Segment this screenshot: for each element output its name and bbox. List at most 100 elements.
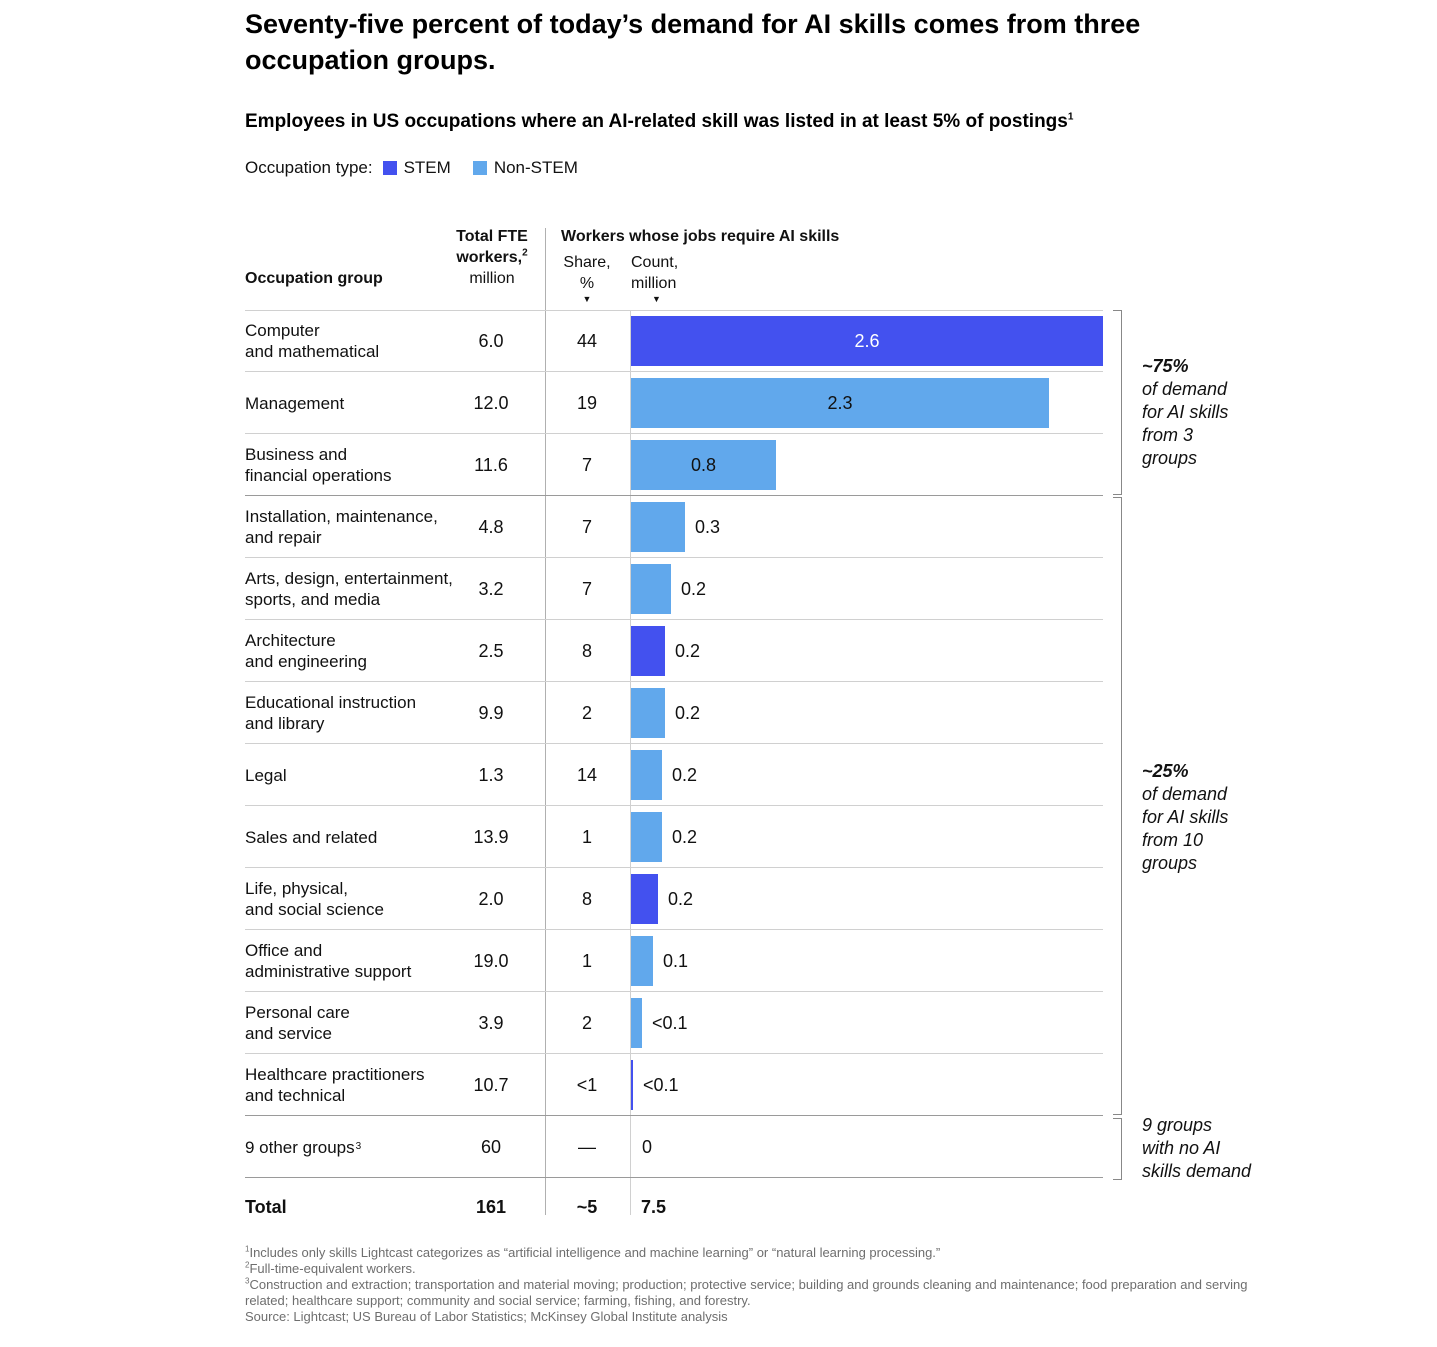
row-label-text: Personal care and service xyxy=(245,1003,350,1043)
row-divider xyxy=(245,619,1103,620)
bar xyxy=(631,750,662,800)
header-count-unit: million xyxy=(631,275,677,292)
row-divider xyxy=(245,805,1103,806)
header-fte-unit: million xyxy=(469,270,515,287)
footnote-source: Source: Lightcast; US Bureau of Labor St… xyxy=(245,1309,728,1324)
row-label: Sales and related xyxy=(245,806,470,868)
row-divider xyxy=(245,867,1103,868)
legend-swatch-non-stem xyxy=(472,161,487,175)
row-label-text: Healthcare practitioners and technical xyxy=(245,1065,425,1105)
bar-value-label: 0.2 xyxy=(672,764,698,785)
annotation-middle-text: of demand for AI skills from 10 groups xyxy=(1142,784,1229,873)
row-share: — xyxy=(578,1136,596,1157)
table-row: Office and administrative support 19.0 1 0.… xyxy=(245,930,1105,992)
header-occupation-group: Occupation group xyxy=(245,270,383,287)
header-workers: Workers whose jobs require AI skills xyxy=(561,228,840,245)
row-divider xyxy=(245,929,1103,930)
bar xyxy=(631,812,662,862)
row-share: 14 xyxy=(576,764,598,785)
header-fte-line2: workers,2 xyxy=(436,247,548,268)
row-label-text: Management xyxy=(245,393,345,413)
header-count-label: Count, xyxy=(631,254,679,271)
row-label-text: Office and administrative support xyxy=(245,941,412,981)
bar xyxy=(631,440,776,490)
row-share: 7 xyxy=(581,578,592,599)
footnote-1-mark: 1 xyxy=(245,1244,250,1254)
row-label: Healthcare practitioners and technical xyxy=(245,1054,470,1116)
table-row: Architecture and engineering 2.5 8 0.2 xyxy=(245,620,1105,682)
annotation-middle: ~25% of demand for AI skills from 10 gro… xyxy=(1142,760,1228,875)
row-share: 19 xyxy=(576,392,598,413)
row-fte: 10.7 xyxy=(473,1074,509,1095)
bar xyxy=(631,874,658,924)
row-label: Personal care and service xyxy=(245,992,470,1054)
row-label: Office and administrative support xyxy=(245,930,470,992)
bar xyxy=(631,936,653,986)
row-divider xyxy=(245,495,1103,496)
row-label: 9 other groups 3 xyxy=(245,1137,362,1157)
footnote-1: 1Includes only skills Lightcast categori… xyxy=(245,1245,1285,1261)
bar-value-label: 0.3 xyxy=(695,516,721,537)
share-arrow-icon: ▼ xyxy=(582,294,592,304)
row-fte: 2.0 xyxy=(478,888,504,909)
footnote-3-text: Construction and extraction; transportat… xyxy=(245,1277,1248,1308)
row-share: 8 xyxy=(581,888,592,909)
row-label: Installation, maintenance, and repair xyxy=(245,496,470,558)
row-divider xyxy=(245,1115,1103,1116)
row-divider xyxy=(245,310,1103,311)
bar xyxy=(631,998,642,1048)
annotation-bottom-text: 9 groups with no AI skills demand xyxy=(1142,1115,1252,1181)
footnote-1-text: Includes only skills Lightcast categoriz… xyxy=(249,1245,941,1260)
bar xyxy=(631,626,665,676)
row-share: 7 xyxy=(581,454,592,475)
legend-label: Occupation type: xyxy=(245,158,373,177)
row-label-text: Business and financial operations xyxy=(245,445,392,485)
row-label: Legal xyxy=(245,744,470,806)
table-row: Management 12.0 19 2.3 xyxy=(245,372,1105,434)
footnote-2-text: Full-time-equivalent workers. xyxy=(249,1261,416,1276)
footnote-3-mark: 3 xyxy=(245,1276,250,1286)
table-row: Personal care and service 3.9 2 <0.1 xyxy=(245,992,1105,1054)
bar xyxy=(631,564,671,614)
total-label: Total xyxy=(245,1197,287,1217)
row-label-text: Architecture and engineering xyxy=(245,631,367,671)
row-label: Computer and mathematical xyxy=(245,310,470,372)
row-divider xyxy=(245,1053,1103,1054)
bar-value-label: 0.2 xyxy=(672,826,698,847)
bar-value-label: 0.2 xyxy=(668,888,694,909)
annotation-top-pct: ~75% xyxy=(1142,356,1189,376)
row-share: 8 xyxy=(581,640,592,661)
count-arrow-icon: ▼ xyxy=(652,294,661,304)
row-label-text: 9 other groups xyxy=(245,1137,355,1157)
row-fte: 3.2 xyxy=(478,578,504,599)
row-fte: 13.9 xyxy=(473,826,509,847)
table-row: Arts, design, entertainment, sports, and… xyxy=(245,558,1105,620)
row-share: 1 xyxy=(581,826,592,847)
legend-item-stem: STEM xyxy=(403,158,451,177)
row-share: <1 xyxy=(576,1074,598,1095)
bar-value-label: <0.1 xyxy=(643,1074,679,1095)
bar-value-label: <0.1 xyxy=(652,1012,688,1033)
header-fte-line1: Total FTE xyxy=(456,228,528,245)
subtitle-footnote-mark: 1 xyxy=(1067,111,1074,123)
footnote-2: 2Full-time-equivalent workers. xyxy=(245,1261,1285,1277)
table-row: Sales and related 13.9 1 0.2 xyxy=(245,806,1105,868)
row-label-text: Legal xyxy=(245,765,287,785)
row-share: 7 xyxy=(581,516,592,537)
bar-value-label: 0.8 xyxy=(690,454,717,475)
row-fte: 12.0 xyxy=(473,392,509,413)
row-fte: 2.5 xyxy=(478,640,504,661)
bracket-middle xyxy=(1113,497,1122,1115)
row-share: 44 xyxy=(576,330,598,351)
row-fte: 9.9 xyxy=(478,702,504,723)
row-divider xyxy=(245,433,1103,434)
bracket-bottom xyxy=(1113,1118,1122,1180)
chart-title: Seventy-five percent of today’s demand f… xyxy=(245,9,1141,75)
divider-vertical xyxy=(545,228,546,1215)
row-label-text: Computer and mathematical xyxy=(245,321,380,361)
row-fte: 3.9 xyxy=(478,1012,504,1033)
bar xyxy=(631,502,685,552)
row-share: 2 xyxy=(581,702,592,723)
row-label-text: Installation, maintenance, and repair xyxy=(245,507,438,547)
footnote-3: 3Construction and extraction; transporta… xyxy=(245,1277,1285,1309)
